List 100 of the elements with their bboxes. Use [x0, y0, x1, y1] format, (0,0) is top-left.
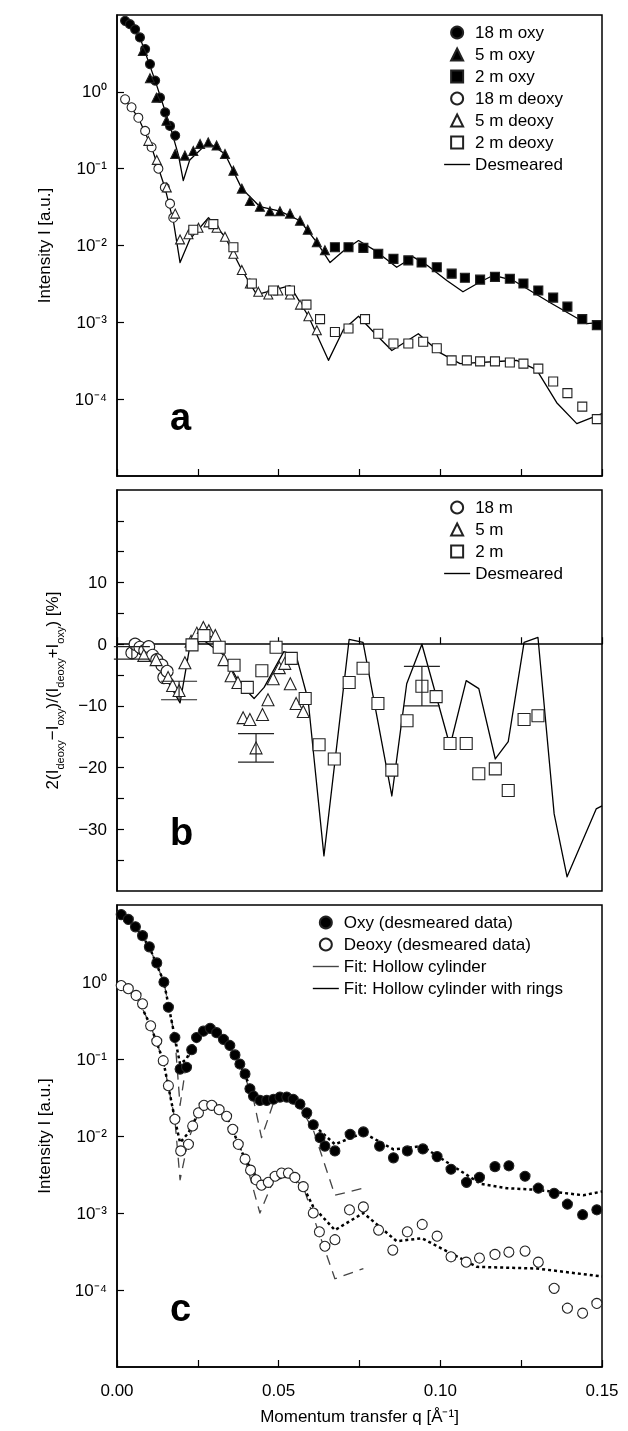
point [301, 1107, 313, 1119]
point [533, 363, 544, 374]
y-tick-label: 10⁰ [82, 972, 107, 992]
point [137, 930, 149, 942]
point [373, 1224, 385, 1236]
point [157, 1055, 169, 1067]
point [253, 286, 264, 297]
point [151, 92, 162, 103]
legend-label: 18 m oxy [475, 23, 545, 42]
y-tick-label: 10⁰ [82, 82, 107, 102]
point [158, 976, 170, 988]
point [145, 1020, 157, 1032]
text: 2(Ideoxy−Ioxy)/(Ideoxy+Ioxy) [%] [42, 591, 66, 790]
point [188, 224, 199, 235]
point [561, 1302, 573, 1314]
legend-label: 2 m oxy [475, 67, 536, 86]
point [314, 1132, 326, 1144]
point [418, 336, 429, 347]
point [431, 1230, 443, 1242]
point [264, 206, 275, 217]
point [417, 1143, 429, 1155]
y-axis-title: Intensity I [a.u.] [34, 1078, 54, 1194]
point [302, 224, 313, 235]
point [329, 1234, 341, 1246]
point [262, 1176, 274, 1188]
point [343, 242, 354, 253]
point [489, 271, 501, 282]
point [461, 355, 472, 366]
point [387, 1152, 399, 1164]
point [577, 401, 588, 412]
point [239, 1153, 251, 1165]
point [182, 1138, 195, 1150]
x-tick-label: 0.05 [262, 1380, 296, 1400]
point [356, 661, 370, 675]
point [179, 150, 190, 161]
y-tick-label: −10 [78, 696, 107, 716]
legend-label: Desmeared [475, 564, 563, 583]
y-tick-label: 10⁻³ [76, 312, 108, 332]
point [445, 1163, 457, 1175]
point [460, 1176, 473, 1188]
point [134, 32, 146, 43]
legend-label: 5 m oxy [475, 45, 536, 64]
legend-label: Fit: Hollow cylinder [343, 957, 487, 976]
y-tick-label: 10⁻⁴ [74, 1280, 107, 1300]
point [219, 148, 231, 160]
point [401, 1145, 413, 1157]
point [504, 357, 515, 368]
point [164, 198, 176, 209]
y-tick-label: 10⁻¹ [76, 159, 108, 179]
annotation: a [170, 396, 192, 438]
point [431, 1151, 443, 1163]
point [211, 1027, 223, 1039]
point [548, 1187, 560, 1199]
point [162, 1080, 174, 1092]
point [175, 1145, 187, 1157]
point [577, 314, 588, 325]
point [473, 1252, 486, 1264]
point [143, 135, 154, 146]
y-axis-title: Intensity I [a.u.] [34, 187, 54, 304]
point [488, 762, 502, 776]
point [269, 640, 283, 654]
point [169, 1113, 181, 1125]
point [274, 206, 286, 217]
point [240, 680, 254, 694]
point [129, 921, 141, 933]
point [443, 737, 457, 751]
point [130, 989, 142, 1001]
point [473, 1171, 486, 1183]
point [319, 1140, 331, 1152]
y-tick-label: 10 [88, 573, 107, 593]
point [504, 273, 515, 284]
y-tick-label: −20 [78, 758, 107, 778]
point [503, 1160, 515, 1172]
y-tick-label: 10⁻² [76, 1126, 108, 1146]
point [388, 338, 399, 349]
point [170, 148, 181, 160]
point [120, 94, 131, 105]
point [400, 714, 414, 728]
point [297, 1181, 309, 1193]
point [130, 24, 141, 35]
point [358, 242, 369, 253]
point [327, 752, 341, 766]
point [472, 767, 486, 781]
x-tick-label: 0.15 [585, 1380, 619, 1400]
point [591, 1204, 603, 1216]
point [303, 311, 314, 322]
point [307, 1119, 319, 1131]
point [489, 1161, 501, 1173]
legend-label: 2 m deoxy [475, 133, 555, 152]
point [268, 285, 279, 296]
point [243, 712, 257, 727]
point [518, 358, 529, 369]
point [245, 1164, 257, 1176]
point [359, 314, 371, 325]
point [224, 1039, 236, 1051]
point [307, 1207, 319, 1219]
point [228, 242, 239, 253]
point [161, 115, 172, 126]
legend-label: 18 m [475, 498, 513, 517]
point [311, 325, 322, 336]
